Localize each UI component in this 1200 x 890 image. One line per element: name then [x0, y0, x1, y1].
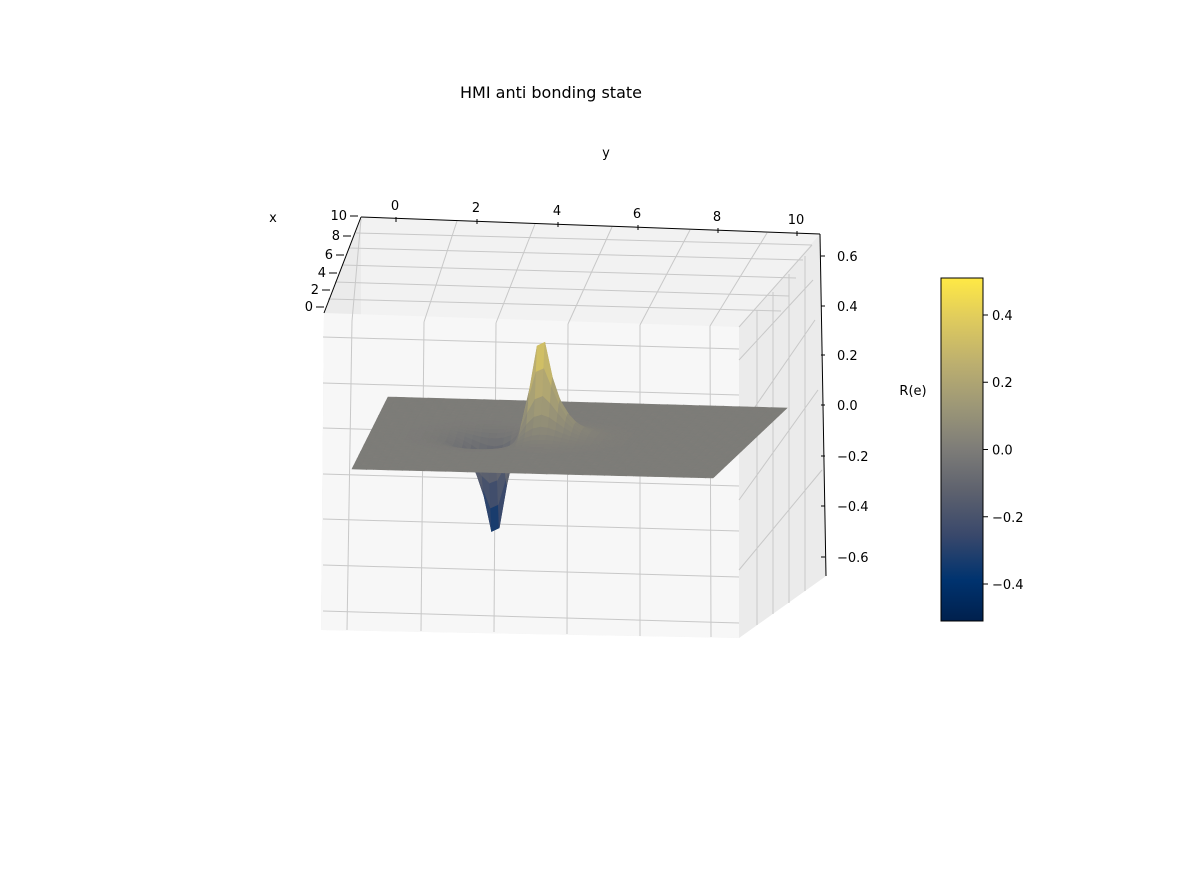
surface-patch	[387, 468, 397, 471]
surface-patch	[489, 429, 499, 434]
x-tick-label: 0	[305, 300, 313, 315]
grid-line	[566, 323, 569, 635]
surface-patch	[401, 468, 412, 471]
surface-patch	[365, 467, 375, 470]
surface-patch	[481, 470, 491, 473]
grid-line	[334, 281, 790, 297]
colorbar-label: R(e)	[899, 384, 926, 399]
colorbar-tick-label: 0.2	[992, 376, 1013, 391]
surface-patch	[535, 443, 546, 448]
grid-line	[348, 247, 804, 261]
grid-line	[355, 232, 813, 246]
surface-patch	[438, 469, 448, 472]
grid-line	[738, 469, 823, 571]
z-tick-label: 0.4	[837, 300, 858, 315]
surface-patch	[705, 476, 716, 479]
front-wall	[321, 313, 739, 638]
surface-patch	[488, 432, 498, 440]
surface-patch	[459, 469, 470, 473]
y-tick-label: 0	[391, 199, 399, 214]
surface-patch	[510, 471, 520, 474]
surface-patch	[430, 469, 441, 472]
colorbar-tick-label: −0.4	[992, 578, 1024, 593]
grid-lines	[322, 218, 823, 638]
y-axis-label: y	[602, 146, 610, 161]
surface-patch	[373, 467, 383, 471]
grid-line	[639, 229, 691, 326]
surface-patch	[539, 426, 549, 436]
colorbar-tick-label: 0.0	[992, 444, 1013, 459]
surface-patch	[474, 470, 484, 473]
grid-line	[327, 298, 782, 312]
colorbar-tick-label: 0.4	[992, 309, 1013, 324]
grid-line	[709, 325, 712, 638]
grid-line	[738, 244, 813, 328]
surface-patch	[487, 438, 497, 448]
grid-line	[346, 320, 353, 631]
axes-3d	[321, 216, 827, 638]
grid-line	[495, 223, 536, 324]
z-tick-label: 0.6	[837, 250, 858, 265]
grid-line	[322, 518, 740, 532]
grid-line	[322, 564, 740, 578]
x-tick-label: 2	[311, 283, 319, 298]
y-tick-label: 2	[472, 201, 480, 216]
grid-line	[322, 336, 740, 350]
grid-line	[322, 473, 740, 487]
surface-patch	[358, 467, 368, 470]
z-tick-label: 0.2	[837, 349, 858, 364]
surface-patch	[531, 426, 541, 437]
colorbar-ticks: 0.4 0.2 0.0 −0.2 −0.4	[983, 309, 1024, 593]
grid-line	[567, 226, 613, 325]
z-tick-label: −0.4	[837, 500, 869, 515]
surface-patch	[423, 469, 433, 472]
grid-line	[341, 264, 797, 279]
grid-line	[738, 279, 814, 361]
y-tick-label: 10	[788, 213, 805, 228]
surface-patch	[394, 468, 404, 471]
x-tick-label: 4	[318, 266, 326, 281]
grid-line	[322, 610, 740, 624]
surface-patch	[490, 426, 500, 431]
z-tick-label: −0.6	[837, 551, 869, 566]
colorbar-tick-label: −0.2	[992, 511, 1024, 526]
surface-patch	[466, 470, 477, 473]
surface-patch	[409, 468, 419, 471]
surface-patch	[488, 470, 498, 473]
surface-plot	[351, 341, 788, 532]
chart-title: HMI anti bonding state	[460, 83, 642, 102]
x-axis-label: x	[269, 211, 277, 226]
y-tick-label: 4	[553, 204, 561, 219]
surface-patch	[538, 434, 548, 441]
surface-patch	[452, 469, 462, 473]
y-axis-line	[360, 216, 821, 235]
surface-patch	[380, 467, 390, 471]
surface-patch	[351, 467, 361, 470]
grid-line	[351, 218, 362, 322]
surface-patch	[536, 439, 547, 445]
colorbar: 0.4 0.2 0.0 −0.2 −0.4 R(e)	[899, 277, 1024, 622]
surface-patch	[534, 368, 545, 400]
colorbar-gradient	[940, 277, 984, 622]
axis-ticks: 0 2 4 6 8 10 10 8 6 4 2 0 0.6 0.4 0.2 0.0 −0.2 −0.4 −0.6	[305, 199, 869, 566]
surface-patch	[489, 479, 499, 509]
x-tick-label: 10	[330, 209, 347, 224]
y-tick-label: 8	[713, 210, 721, 225]
grid-line	[423, 220, 458, 323]
z-tick-label: −0.2	[837, 450, 869, 465]
x-tick-label: 6	[325, 248, 333, 263]
grid-line	[709, 232, 768, 327]
surface-patch	[490, 504, 500, 532]
x-axis-line	[323, 216, 362, 314]
surface-patch	[445, 469, 455, 472]
surface-patch	[416, 468, 426, 472]
y-tick-label: 6	[633, 207, 641, 222]
z-tick-label: 0.0	[837, 399, 858, 414]
x-tick-label: 8	[332, 229, 340, 244]
